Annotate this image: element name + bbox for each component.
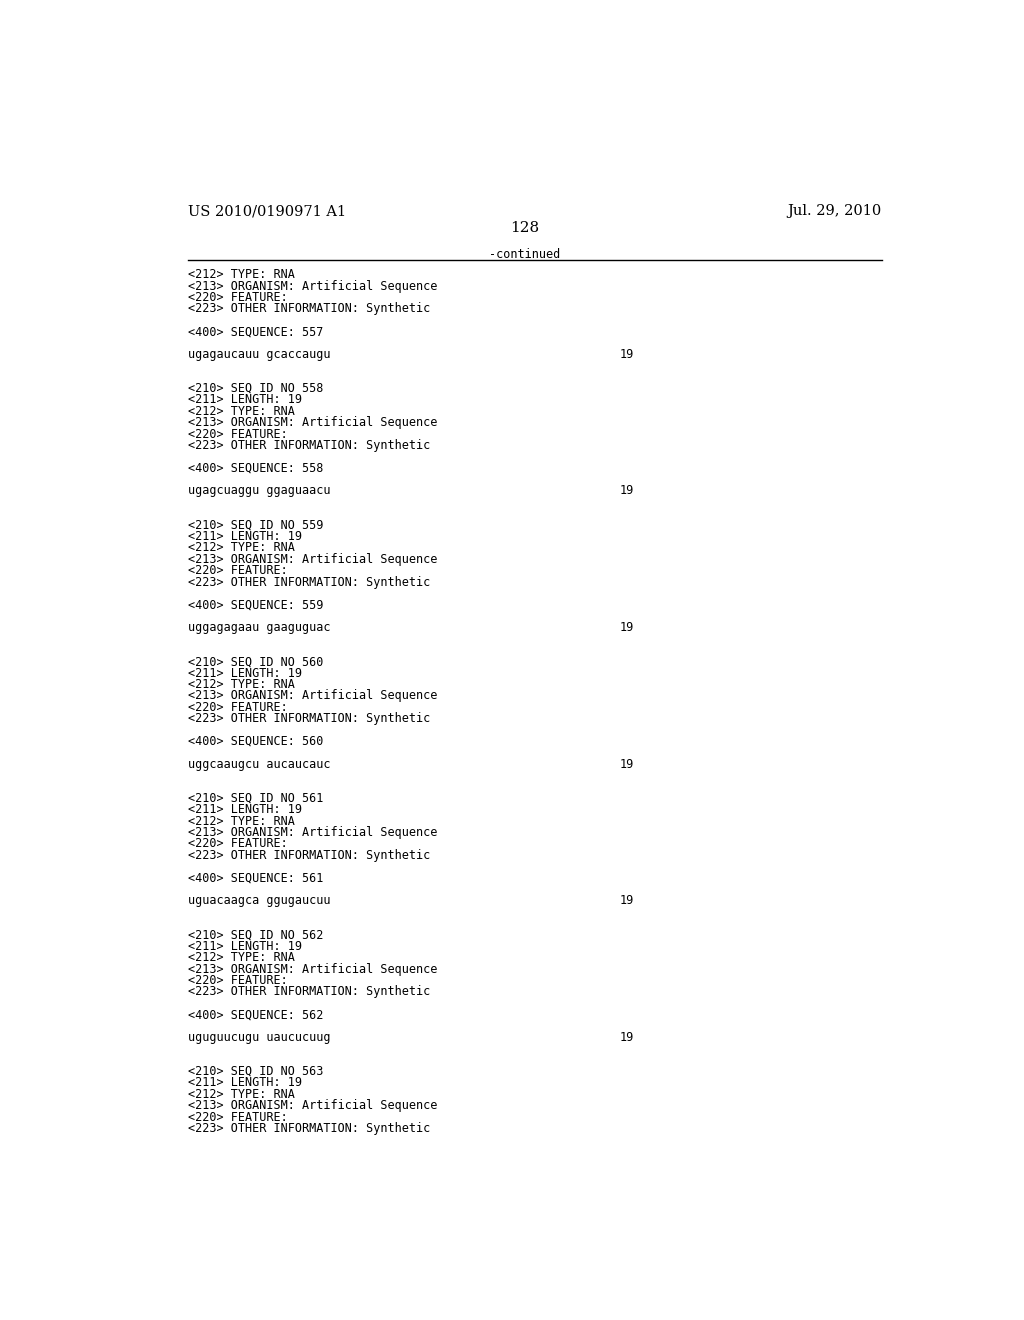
Text: <210> SEQ ID NO 559: <210> SEQ ID NO 559	[187, 519, 323, 532]
Text: <220> FEATURE:: <220> FEATURE:	[187, 701, 288, 714]
Text: US 2010/0190971 A1: US 2010/0190971 A1	[187, 205, 346, 218]
Text: <211> LENGTH: 19: <211> LENGTH: 19	[187, 803, 301, 816]
Text: <400> SEQUENCE: 560: <400> SEQUENCE: 560	[187, 735, 323, 748]
Text: <220> FEATURE:: <220> FEATURE:	[187, 837, 288, 850]
Text: <220> FEATURE:: <220> FEATURE:	[187, 1110, 288, 1123]
Text: 19: 19	[620, 348, 634, 360]
Text: <400> SEQUENCE: 562: <400> SEQUENCE: 562	[187, 1008, 323, 1022]
Text: uguacaagca ggugaucuu: uguacaagca ggugaucuu	[187, 894, 330, 907]
Text: <220> FEATURE:: <220> FEATURE:	[187, 290, 288, 304]
Text: <212> TYPE: RNA: <212> TYPE: RNA	[187, 268, 294, 281]
Text: <220> FEATURE:: <220> FEATURE:	[187, 564, 288, 577]
Text: <213> ORGANISM: Artificial Sequence: <213> ORGANISM: Artificial Sequence	[187, 416, 437, 429]
Text: <223> OTHER INFORMATION: Synthetic: <223> OTHER INFORMATION: Synthetic	[187, 711, 430, 725]
Text: ugagcuaggu ggaguaacu: ugagcuaggu ggaguaacu	[187, 484, 330, 498]
Text: <213> ORGANISM: Artificial Sequence: <213> ORGANISM: Artificial Sequence	[187, 280, 437, 293]
Text: <210> SEQ ID NO 563: <210> SEQ ID NO 563	[187, 1065, 323, 1078]
Text: <213> ORGANISM: Artificial Sequence: <213> ORGANISM: Artificial Sequence	[187, 553, 437, 566]
Text: uggcaaugcu aucaucauc: uggcaaugcu aucaucauc	[187, 758, 330, 771]
Text: <211> LENGTH: 19: <211> LENGTH: 19	[187, 940, 301, 953]
Text: 19: 19	[620, 622, 634, 634]
Text: <220> FEATURE:: <220> FEATURE:	[187, 428, 288, 441]
Text: <213> ORGANISM: Artificial Sequence: <213> ORGANISM: Artificial Sequence	[187, 962, 437, 975]
Text: Jul. 29, 2010: Jul. 29, 2010	[787, 205, 882, 218]
Text: <210> SEQ ID NO 561: <210> SEQ ID NO 561	[187, 792, 323, 805]
Text: <210> SEQ ID NO 560: <210> SEQ ID NO 560	[187, 655, 323, 668]
Text: <211> LENGTH: 19: <211> LENGTH: 19	[187, 531, 301, 543]
Text: <213> ORGANISM: Artificial Sequence: <213> ORGANISM: Artificial Sequence	[187, 1100, 437, 1113]
Text: -continued: -continued	[489, 248, 560, 261]
Text: <223> OTHER INFORMATION: Synthetic: <223> OTHER INFORMATION: Synthetic	[187, 985, 430, 998]
Text: 19: 19	[620, 484, 634, 498]
Text: <220> FEATURE:: <220> FEATURE:	[187, 974, 288, 987]
Text: 19: 19	[620, 758, 634, 771]
Text: ugagaucauu gcaccaugu: ugagaucauu gcaccaugu	[187, 348, 330, 360]
Text: <212> TYPE: RNA: <212> TYPE: RNA	[187, 405, 294, 417]
Text: <211> LENGTH: 19: <211> LENGTH: 19	[187, 393, 301, 407]
Text: <211> LENGTH: 19: <211> LENGTH: 19	[187, 1076, 301, 1089]
Text: <212> TYPE: RNA: <212> TYPE: RNA	[187, 678, 294, 690]
Text: <400> SEQUENCE: 561: <400> SEQUENCE: 561	[187, 871, 323, 884]
Text: <212> TYPE: RNA: <212> TYPE: RNA	[187, 952, 294, 964]
Text: <211> LENGTH: 19: <211> LENGTH: 19	[187, 667, 301, 680]
Text: <223> OTHER INFORMATION: Synthetic: <223> OTHER INFORMATION: Synthetic	[187, 849, 430, 862]
Text: <210> SEQ ID NO 562: <210> SEQ ID NO 562	[187, 928, 323, 941]
Text: <210> SEQ ID NO 558: <210> SEQ ID NO 558	[187, 381, 323, 395]
Text: 128: 128	[510, 222, 540, 235]
Text: <212> TYPE: RNA: <212> TYPE: RNA	[187, 1088, 294, 1101]
Text: 19: 19	[620, 1031, 634, 1044]
Text: <400> SEQUENCE: 558: <400> SEQUENCE: 558	[187, 462, 323, 475]
Text: <223> OTHER INFORMATION: Synthetic: <223> OTHER INFORMATION: Synthetic	[187, 302, 430, 315]
Text: <400> SEQUENCE: 559: <400> SEQUENCE: 559	[187, 598, 323, 611]
Text: uggagagaau gaaguguac: uggagagaau gaaguguac	[187, 622, 330, 634]
Text: <212> TYPE: RNA: <212> TYPE: RNA	[187, 541, 294, 554]
Text: <223> OTHER INFORMATION: Synthetic: <223> OTHER INFORMATION: Synthetic	[187, 1122, 430, 1135]
Text: <400> SEQUENCE: 557: <400> SEQUENCE: 557	[187, 325, 323, 338]
Text: <213> ORGANISM: Artificial Sequence: <213> ORGANISM: Artificial Sequence	[187, 826, 437, 840]
Text: 19: 19	[620, 894, 634, 907]
Text: <223> OTHER INFORMATION: Synthetic: <223> OTHER INFORMATION: Synthetic	[187, 576, 430, 589]
Text: <223> OTHER INFORMATION: Synthetic: <223> OTHER INFORMATION: Synthetic	[187, 440, 430, 451]
Text: <213> ORGANISM: Artificial Sequence: <213> ORGANISM: Artificial Sequence	[187, 689, 437, 702]
Text: <212> TYPE: RNA: <212> TYPE: RNA	[187, 814, 294, 828]
Text: uguguucugu uaucucuug: uguguucugu uaucucuug	[187, 1031, 330, 1044]
